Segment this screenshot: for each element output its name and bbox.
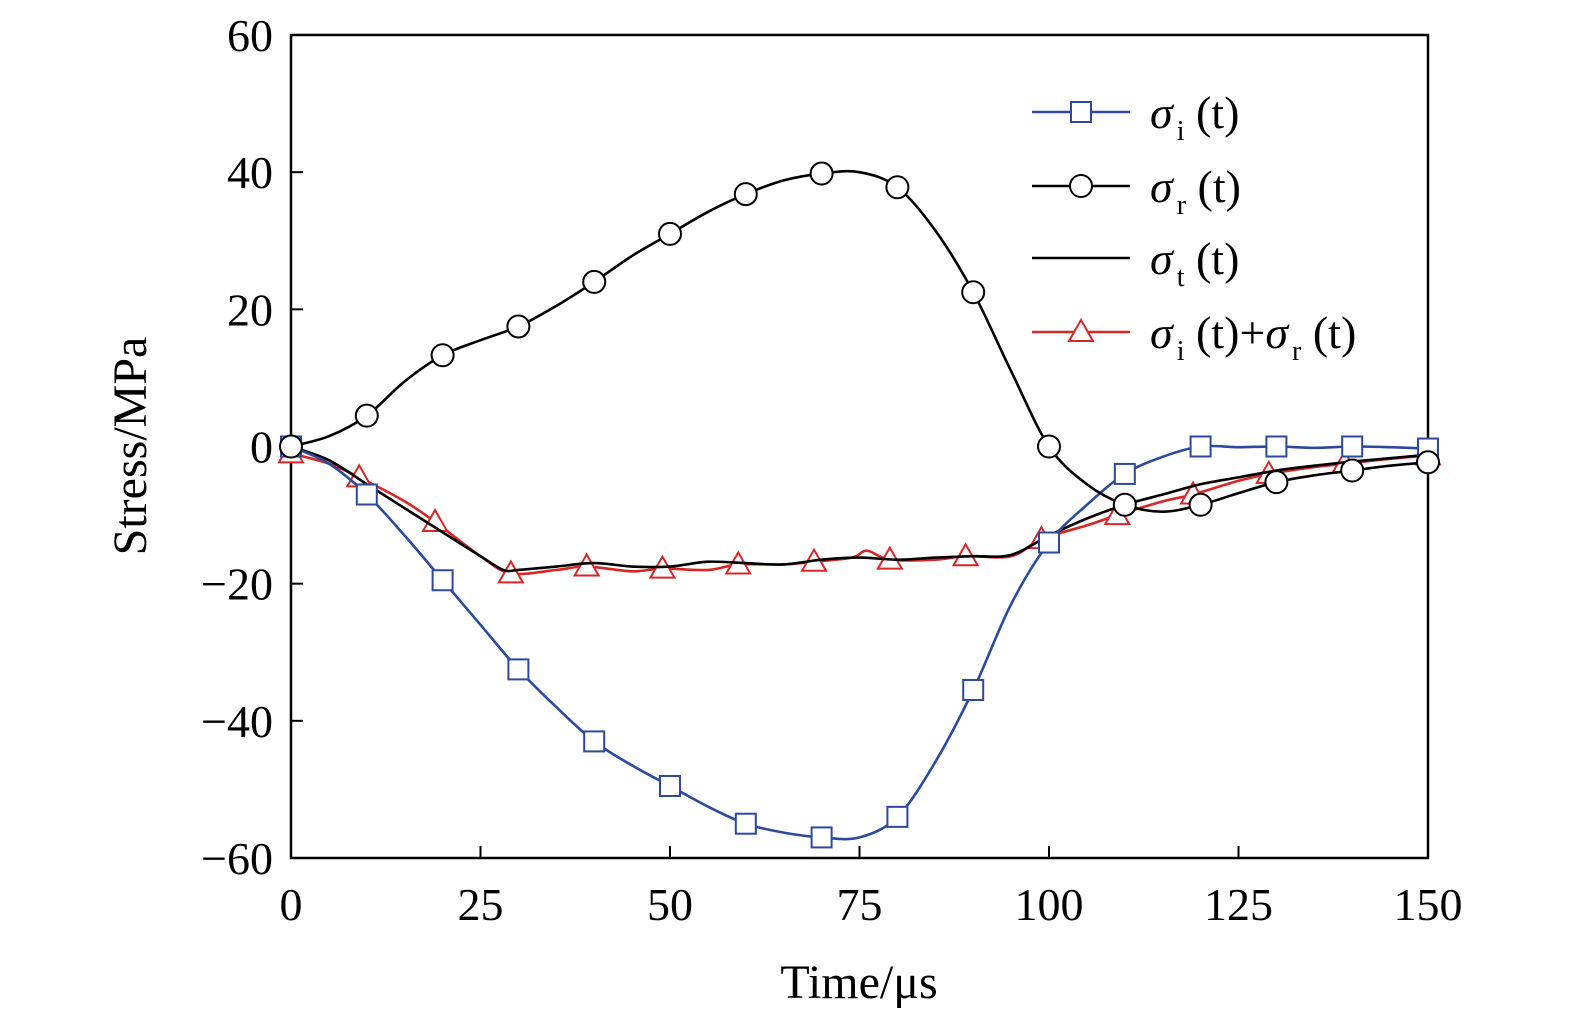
series-1 (279, 161, 1440, 517)
axis-ticks: 0 25 50 75 100 125 150 −60 −40 −20 0 20 40 60 (201, 10, 1462, 930)
x-tick-label: 125 (1204, 879, 1273, 930)
data-point (1038, 531, 1060, 554)
x-tick-label: 50 (647, 879, 693, 930)
data-point (1037, 434, 1061, 459)
data-point (507, 658, 530, 681)
y-tick-label: −40 (201, 696, 273, 747)
data-point (1340, 458, 1365, 483)
y-tick-label: 40 (227, 147, 273, 198)
data-point (279, 434, 303, 459)
y-tick-label: 60 (227, 10, 273, 61)
data-point (1265, 435, 1288, 458)
data-point (582, 269, 607, 294)
data-point (809, 161, 834, 186)
series-line (290, 445, 1429, 573)
series-0 (280, 435, 1439, 849)
x-tick-label: 75 (837, 879, 883, 930)
data-point (885, 175, 910, 200)
y-axis-title: Stress/MPa (104, 337, 157, 556)
series-line (290, 444, 1429, 841)
data-point (886, 805, 909, 828)
data-point (430, 343, 455, 368)
data-point (962, 678, 985, 701)
data-point (810, 826, 833, 849)
data-point (1416, 450, 1440, 475)
data-point (421, 507, 449, 532)
data-point (1112, 492, 1137, 517)
x-tick-label: 150 (1394, 879, 1463, 930)
data-point (1189, 435, 1212, 458)
data-point (951, 542, 980, 567)
x-tick-label: 100 (1015, 879, 1084, 930)
data-point (583, 730, 606, 753)
data-point (658, 221, 682, 246)
y-tick-label: 0 (250, 422, 273, 473)
data-point (733, 182, 758, 207)
series-3 (277, 439, 1442, 584)
legend-marker (1070, 101, 1092, 123)
series-line (290, 169, 1429, 513)
series-layer (277, 161, 1442, 849)
x-tick-label: 0 (280, 879, 303, 930)
y-tick-label: −20 (201, 559, 273, 610)
legend-marker (1067, 317, 1095, 342)
series-line (290, 452, 1429, 576)
data-point (659, 774, 681, 797)
series-2 (290, 445, 1429, 573)
legend-marker (1069, 174, 1093, 198)
data-point (1188, 492, 1213, 517)
x-tick-label: 25 (458, 879, 504, 930)
data-point (961, 280, 986, 305)
y-tick-label: 20 (227, 284, 273, 335)
x-axis-title: Time/μs (780, 956, 937, 1009)
data-point (431, 569, 454, 592)
data-point (1113, 462, 1136, 485)
y-tick-label: −60 (201, 833, 273, 884)
data-point (354, 403, 379, 428)
data-point (355, 483, 378, 506)
data-point (1264, 470, 1289, 495)
data-point (1341, 435, 1364, 458)
data-point (734, 812, 757, 835)
data-point (506, 314, 531, 339)
